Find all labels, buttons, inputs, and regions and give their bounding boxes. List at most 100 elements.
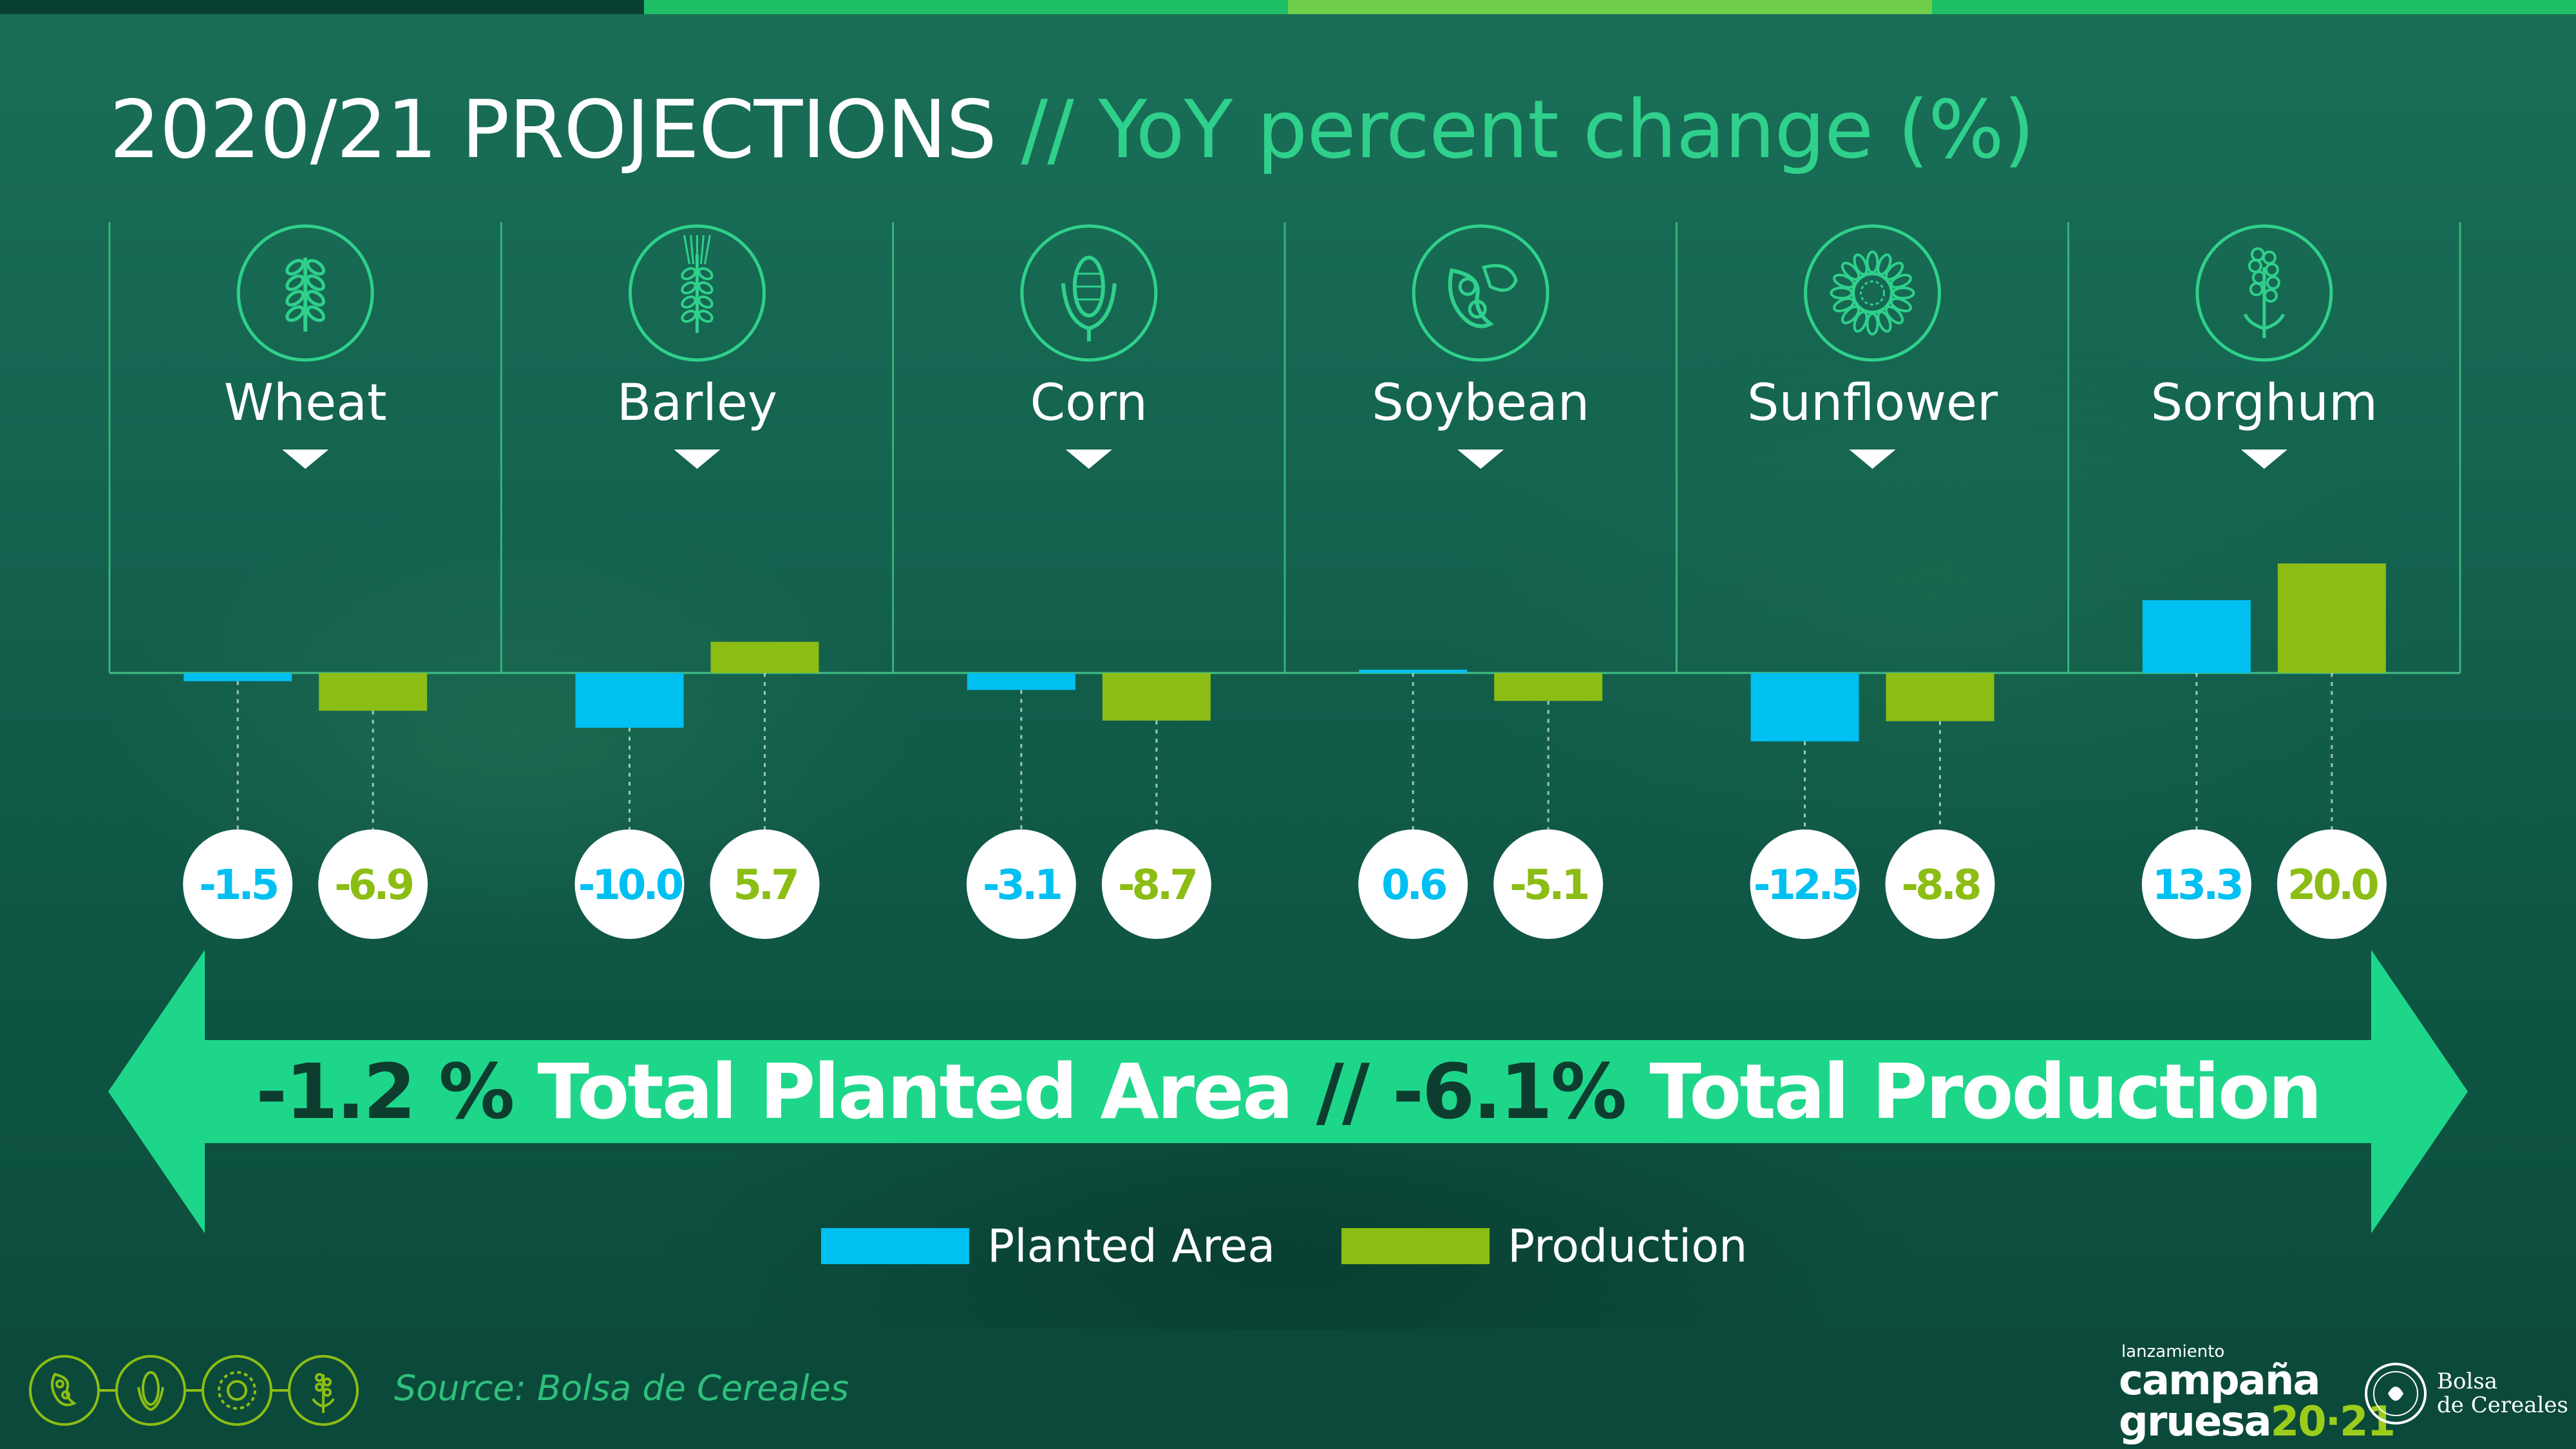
- sorghum-icon-grain: [2266, 276, 2280, 290]
- value-bubble-production-soybean: [1493, 829, 1604, 939]
- barley-icon-grain: [681, 267, 697, 281]
- barley-icon-grain: [697, 281, 714, 295]
- category-pointer-icon: [1065, 450, 1112, 469]
- wheat-icon-ring: [236, 224, 374, 362]
- bar-production-wheat: [319, 673, 428, 711]
- value-bubble-production-barley: [710, 829, 820, 939]
- sunflower-icon-petal: [1833, 274, 1855, 289]
- barley-icon-grain: [681, 295, 697, 309]
- value-bubble-planted-area-wheat: [183, 829, 293, 939]
- bar-planted-area-barley: [575, 673, 684, 728]
- corn-icon-ring: [1020, 224, 1158, 362]
- bar-production-corn: [1102, 673, 1211, 721]
- value-bubble-planted-area-soybean: [1358, 829, 1468, 939]
- sunflower-icon-center: [1852, 272, 1893, 314]
- category-label-soybean: Soybean: [1372, 374, 1589, 432]
- value-bubble-production-wheat: [318, 829, 428, 939]
- source-note: Source: Bolsa de Cereales: [394, 1368, 849, 1408]
- chart-area: Wheat Barley Corn Soybean Sunflower Sorghum -…: [108, 222, 2468, 1233]
- bar-production-soybean: [1494, 673, 1603, 701]
- category-label-barley: Barley: [617, 374, 777, 432]
- bar-production-barley: [710, 641, 819, 673]
- bar-planted-area-wheat: [184, 673, 292, 681]
- wheat-icon-grain: [285, 290, 305, 307]
- bar-planted-area-sorghum: [2142, 600, 2251, 673]
- sunflower-icon-petal: [1830, 287, 1853, 299]
- bar-planted-area-soybean: [1359, 669, 1468, 673]
- data-label-production-sunflower: -8.8: [1902, 862, 1980, 909]
- corn-icon: [1020, 224, 1158, 362]
- data-label-planted-area-corn: -3.1: [983, 862, 1061, 909]
- category-label-corn: Corn: [1030, 374, 1148, 432]
- campaign-logo-year: 20·21: [2270, 1398, 2396, 1446]
- barley-icon-awn: [704, 234, 711, 265]
- legend-item-production: Production: [1341, 1220, 1748, 1273]
- barley-icon-awn: [683, 234, 690, 265]
- title-subtitle: // YoY percent change (%): [1021, 84, 2034, 176]
- wheat-icon: [236, 224, 374, 362]
- wheat-icon-grain: [306, 290, 326, 307]
- barley-icon-awn: [690, 234, 694, 265]
- value-bubble-planted-area-sunflower: [1750, 829, 1860, 939]
- sunflower-icon-seeds: [1860, 280, 1885, 306]
- sorghum-icon-grain: [2262, 251, 2277, 265]
- sunflower-icon-petal: [1853, 310, 1868, 333]
- barley-icon-awn: [700, 234, 705, 265]
- campaign-logo-line2: gruesa: [2119, 1398, 2272, 1446]
- campaign-logo: lanzamiento campaña gruesa20·21: [2119, 1342, 2396, 1446]
- sorghum-icon-leaf: [2243, 313, 2286, 330]
- sunflower-icon-petal: [1877, 253, 1892, 276]
- category-pointer-icon: [282, 450, 329, 469]
- soybean-icon-ring: [1412, 224, 1549, 362]
- campaign-logo-line1: campaña: [2119, 1357, 2321, 1405]
- category-pointer-icon: [1457, 450, 1504, 469]
- legend-label-planted-area: Planted Area: [987, 1220, 1276, 1273]
- top-accent-bar-4: [1932, 0, 2576, 14]
- title-main: 2020/21 PROJECTIONS: [109, 84, 997, 176]
- bolsa-logo-line1: Bolsa: [2437, 1368, 2498, 1394]
- top-accent-bar-1: [0, 0, 644, 14]
- banner-separator: //: [1291, 1047, 1393, 1136]
- soybean-icon: [1412, 224, 1549, 362]
- barley-icon-grain: [697, 309, 714, 323]
- corn-icon-cob: [1072, 256, 1105, 317]
- sorghum-icon-grain: [2249, 282, 2264, 296]
- legend-swatch-planted-area: [821, 1228, 969, 1264]
- data-label-production-corn: -8.7: [1118, 862, 1195, 909]
- value-bubble-production-sunflower: [1885, 829, 1995, 939]
- bar-production-sunflower: [1886, 673, 1994, 721]
- footer-corn-icon: [115, 1355, 186, 1426]
- chart-title: 2020/21 PROJECTIONS // YoY percent chang…: [109, 84, 2034, 176]
- barley-icon-ring: [629, 224, 766, 362]
- legend-label-production: Production: [1508, 1220, 1748, 1273]
- data-label-planted-area-wheat: -1.5: [199, 862, 277, 909]
- total-production-value: -6.1%: [1392, 1047, 1627, 1136]
- sunflower-icon-petal: [1891, 287, 1915, 299]
- data-label-planted-area-soybean: 0.6: [1381, 862, 1446, 909]
- category-label-wheat: Wheat: [224, 374, 387, 432]
- sorghum-icon-grain: [2250, 247, 2265, 261]
- legend-item-planted-area: Planted Area: [821, 1220, 1276, 1273]
- footer-crop-icons: [29, 1355, 359, 1426]
- top-accent-bar-3: [1288, 0, 1932, 14]
- wheat-icon-grain: [306, 274, 326, 291]
- category-label-sorghum: Sorghum: [2151, 374, 2378, 432]
- data-label-production-wheat: -6.9: [334, 862, 412, 909]
- value-bubble-planted-area-barley: [574, 829, 685, 939]
- sorghum-icon-ring: [2195, 224, 2333, 362]
- campaign-logo-small: lanzamiento: [2121, 1342, 2225, 1361]
- sunflower-icon: [1804, 224, 1941, 362]
- bar-planted-area-corn: [967, 673, 1075, 690]
- wheat-icon-grain: [285, 274, 305, 291]
- sunflower-icon-petal: [1889, 297, 1912, 312]
- barley-icon-grain: [697, 267, 714, 281]
- value-bubble-planted-area-sorghum: [2141, 829, 2251, 939]
- bolsa-logo: Bolsa de Cereales: [2363, 1361, 2568, 1426]
- total-area-label: Total Planted Area: [513, 1047, 1293, 1136]
- sunflower-icon-petal: [1866, 312, 1879, 336]
- footer-sunflower-icon: [202, 1355, 272, 1426]
- value-bubble-planted-area-corn: [966, 829, 1076, 939]
- value-bubble-production-sorghum: [2277, 829, 2387, 939]
- soybean-icon-leaf: [1481, 264, 1518, 292]
- category-pointer-icon: [1849, 450, 1896, 469]
